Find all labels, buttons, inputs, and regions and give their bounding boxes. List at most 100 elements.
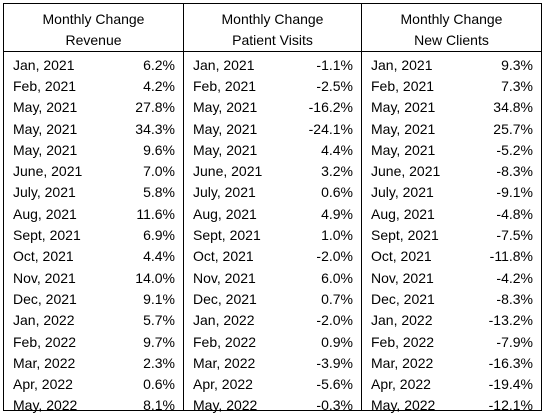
table-row: Mar, 2022 2.3% xyxy=(4,352,183,373)
row-value: -12.1% xyxy=(488,397,533,414)
row-date: Dec, 2021 xyxy=(193,290,257,307)
row-value: 9.1% xyxy=(143,290,175,307)
row-date: Oct, 2021 xyxy=(193,248,254,265)
table-row: Feb, 2021 -2.5% xyxy=(184,75,361,96)
row-value: 5.8% xyxy=(143,184,175,201)
row-value: 0.6% xyxy=(143,376,175,393)
row-value: -11.8% xyxy=(489,248,533,265)
table-row: Apr, 2022 0.6% xyxy=(4,373,183,394)
row-date: Jan, 2021 xyxy=(371,56,433,73)
column-header-line2: Revenue xyxy=(65,32,122,48)
row-date: May, 2021 xyxy=(13,99,78,116)
row-value: -4.2% xyxy=(496,269,533,286)
table-row: Jan, 2022 5.7% xyxy=(4,310,183,331)
row-value: -0.3% xyxy=(316,397,353,414)
row-date: July, 2021 xyxy=(193,184,256,201)
row-value: -1.1% xyxy=(316,56,353,73)
row-value: -7.9% xyxy=(496,333,533,350)
row-value: 2.3% xyxy=(143,354,175,371)
column-header: Monthly Change New Clients xyxy=(362,4,541,52)
row-date: Aug, 2021 xyxy=(193,205,257,222)
row-value: 9.7% xyxy=(143,333,175,350)
table-row: Feb, 2022 0.9% xyxy=(184,331,361,352)
row-value: 3.2% xyxy=(321,163,353,180)
table-row: May, 2021 -24.1% xyxy=(184,118,361,139)
row-date: Nov, 2021 xyxy=(193,269,256,286)
row-date: Feb, 2022 xyxy=(371,333,435,350)
row-date: Nov, 2021 xyxy=(371,269,434,286)
row-value: 7.3% xyxy=(501,77,533,94)
row-date: June, 2021 xyxy=(193,163,263,180)
row-value: 5.7% xyxy=(143,312,175,329)
table-row: Oct, 2021 -11.8% xyxy=(362,246,541,267)
row-value: -2.0% xyxy=(316,312,353,329)
column-header: Monthly Change Revenue xyxy=(4,4,183,52)
column-header-line1: Monthly Change xyxy=(42,11,145,27)
row-date: Oct, 2021 xyxy=(13,248,74,265)
column-rows: Jan, 2021 6.2% Feb, 2021 4.2% May, 2021 27.8%… xyxy=(4,52,183,416)
table-row: May, 2022 -12.1% xyxy=(362,395,541,416)
row-date: May, 2021 xyxy=(193,120,258,137)
row-date: Feb, 2021 xyxy=(193,77,257,94)
row-value: -19.4% xyxy=(488,376,533,393)
row-value: 4.4% xyxy=(143,248,175,265)
row-value: -4.8% xyxy=(496,205,533,222)
row-date: Jan, 2021 xyxy=(13,56,75,73)
table-row: May, 2021 -16.2% xyxy=(184,97,361,118)
table-row: Jan, 2021 -1.1% xyxy=(184,54,361,75)
table-row: Jan, 2021 6.2% xyxy=(4,54,183,75)
row-value: -16.3% xyxy=(488,354,533,371)
table-row: May, 2022 -0.3% xyxy=(184,395,361,416)
row-value: -3.9% xyxy=(316,354,353,371)
table-row: May, 2021 -5.2% xyxy=(362,139,541,160)
row-value: -5.6% xyxy=(316,376,353,393)
monthly-change-table: Monthly Change Revenue Jan, 2021 6.2% Feb,… xyxy=(3,3,542,413)
column-header-line1: Monthly Change xyxy=(400,11,503,27)
row-date: Jan, 2022 xyxy=(371,312,433,329)
row-date: Mar, 2022 xyxy=(371,354,434,371)
table-row: Dec, 2021 9.1% xyxy=(4,288,183,309)
row-value: 9.6% xyxy=(143,141,175,158)
row-value: 6.2% xyxy=(143,56,175,73)
table-row: Apr, 2022 -5.6% xyxy=(184,373,361,394)
table-row: Mar, 2022 -3.9% xyxy=(184,352,361,373)
table-row: Sept, 2021 -7.5% xyxy=(362,224,541,245)
row-date: Dec, 2021 xyxy=(371,290,435,307)
row-date: May, 2021 xyxy=(193,141,258,158)
row-value: 0.9% xyxy=(321,333,353,350)
table-row: Aug, 2021 -4.8% xyxy=(362,203,541,224)
row-date: July, 2021 xyxy=(371,184,434,201)
row-date: Jan, 2021 xyxy=(193,56,255,73)
row-value: -2.5% xyxy=(316,77,353,94)
row-value: -16.2% xyxy=(308,99,353,116)
row-value: -7.5% xyxy=(496,227,533,244)
table-row: May, 2021 27.8% xyxy=(4,97,183,118)
row-date: May, 2022 xyxy=(371,397,436,414)
row-date: Dec, 2021 xyxy=(13,290,77,307)
row-date: Jan, 2022 xyxy=(193,312,255,329)
row-value: 34.3% xyxy=(135,120,175,137)
column-header-line1: Monthly Change xyxy=(221,11,324,27)
row-date: June, 2021 xyxy=(13,163,83,180)
table-row: Jan, 2021 9.3% xyxy=(362,54,541,75)
row-value: 6.0% xyxy=(321,269,353,286)
table-row: Dec, 2021 0.7% xyxy=(184,288,361,309)
table-row: Dec, 2021 -8.3% xyxy=(362,288,541,309)
table-row: Sept, 2021 1.0% xyxy=(184,224,361,245)
table-row: May, 2021 34.3% xyxy=(4,118,183,139)
table-row: Aug, 2021 11.6% xyxy=(4,203,183,224)
row-date: Feb, 2021 xyxy=(371,77,435,94)
table-row: Nov, 2021 -4.2% xyxy=(362,267,541,288)
row-value: 4.2% xyxy=(143,77,175,94)
table-row: Mar, 2022 -16.3% xyxy=(362,352,541,373)
row-date: May, 2021 xyxy=(13,141,78,158)
row-value: -24.1% xyxy=(308,120,353,137)
table-row: Oct, 2021 -2.0% xyxy=(184,246,361,267)
column-rows: Jan, 2021 9.3% Feb, 2021 7.3% May, 2021 34.8%… xyxy=(362,52,541,416)
table-row: May, 2022 8.1% xyxy=(4,395,183,416)
row-value: -5.2% xyxy=(496,141,533,158)
row-date: Sept, 2021 xyxy=(13,227,81,244)
row-date: Aug, 2021 xyxy=(371,205,435,222)
row-date: May, 2022 xyxy=(13,397,78,414)
row-value: 4.4% xyxy=(321,141,353,158)
